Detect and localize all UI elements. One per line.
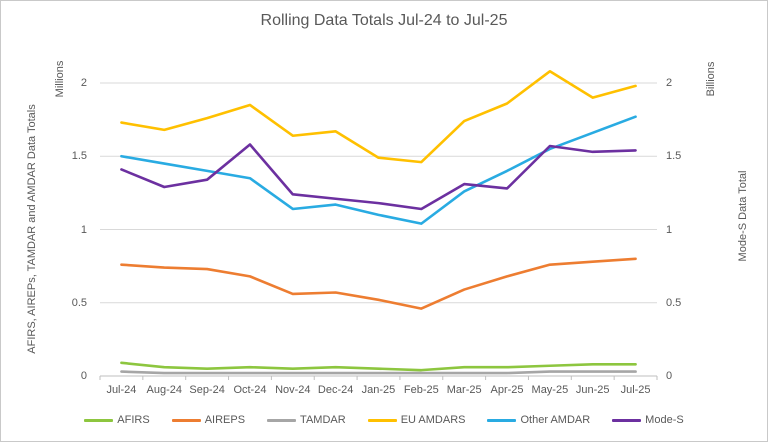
right-axis-tick-label: 0.5 bbox=[666, 296, 682, 309]
x-axis-tick-label: Jul-24 bbox=[106, 384, 137, 396]
left-axis-tick-label: 0 bbox=[80, 370, 87, 382]
legend-swatch-icon bbox=[84, 418, 114, 422]
legend-label: AFIRS bbox=[117, 414, 150, 426]
legend-item-aireps: AIREPS bbox=[171, 414, 246, 426]
legend-label: Mode-S bbox=[645, 414, 684, 426]
left-axis-tick-label: 1.5 bbox=[71, 150, 87, 163]
x-axis-tick-label: May-25 bbox=[531, 384, 569, 396]
legend-swatch-icon bbox=[367, 418, 397, 422]
right-axis-tick-label: 2 bbox=[666, 77, 673, 89]
legend: AFIRS AIREPS TAMDAR EU AMDARS Other AMDAR Mod… bbox=[1, 414, 767, 426]
x-axis-tick-label: Feb-25 bbox=[403, 384, 439, 396]
x-axis-tick-label: Aug-24 bbox=[146, 384, 182, 396]
left-axis-tick-label: 2 bbox=[80, 77, 87, 89]
legend-swatch-icon bbox=[171, 418, 201, 422]
legend-label: Other AMDAR bbox=[520, 414, 591, 426]
legend-item-mode-s: Mode-S bbox=[612, 414, 684, 426]
legend-swatch-icon bbox=[612, 418, 642, 422]
chart-title: Rolling Data Totals Jul-24 to Jul-25 bbox=[260, 12, 508, 29]
series-line-eu-amdars bbox=[120, 69, 637, 164]
legend-swatch-icon bbox=[487, 418, 517, 422]
x-axis-tick-label: Mar-25 bbox=[446, 384, 482, 396]
legend-label: EU AMDARS bbox=[400, 414, 466, 426]
legend-item-tamdar: TAMDAR bbox=[267, 414, 346, 426]
x-axis-tick-label: Oct-24 bbox=[233, 384, 267, 396]
right-axis-tick-label: 0 bbox=[666, 370, 673, 382]
series-line-mode-s bbox=[120, 143, 637, 211]
right-axis-tick-label: 1 bbox=[666, 223, 673, 236]
legend-item-afirs: AFIRS bbox=[84, 414, 150, 426]
series-line-tamdar bbox=[120, 370, 637, 375]
x-axis-tick-label: Jan-25 bbox=[361, 384, 396, 396]
x-axis-tick-label: Jul-25 bbox=[620, 384, 651, 396]
left-axis-tick-label: 0.5 bbox=[71, 296, 87, 309]
left-axis-tick-label: 1 bbox=[80, 223, 87, 236]
x-axis-tick-label: Jun-25 bbox=[575, 384, 610, 396]
legend-swatch-icon bbox=[267, 418, 297, 422]
series-line-other-amdar bbox=[120, 115, 637, 225]
x-axis-tick-label: Sep-24 bbox=[189, 384, 225, 396]
x-axis-tick-label: Apr-25 bbox=[490, 384, 524, 396]
legend-item-eu-amdars: EU AMDARS bbox=[367, 414, 466, 426]
legend-label: AIREPS bbox=[204, 414, 246, 426]
x-axis-tick-label: Nov-24 bbox=[275, 384, 311, 396]
legend-label: TAMDAR bbox=[300, 414, 346, 426]
legend-item-other-amdar: Other AMDAR bbox=[487, 414, 590, 426]
right-axis-tick-label: 1.5 bbox=[666, 150, 682, 163]
series-line-aireps bbox=[120, 257, 637, 310]
series-line-afirs bbox=[120, 361, 637, 372]
x-axis-tick-label: Dec-24 bbox=[317, 384, 354, 396]
